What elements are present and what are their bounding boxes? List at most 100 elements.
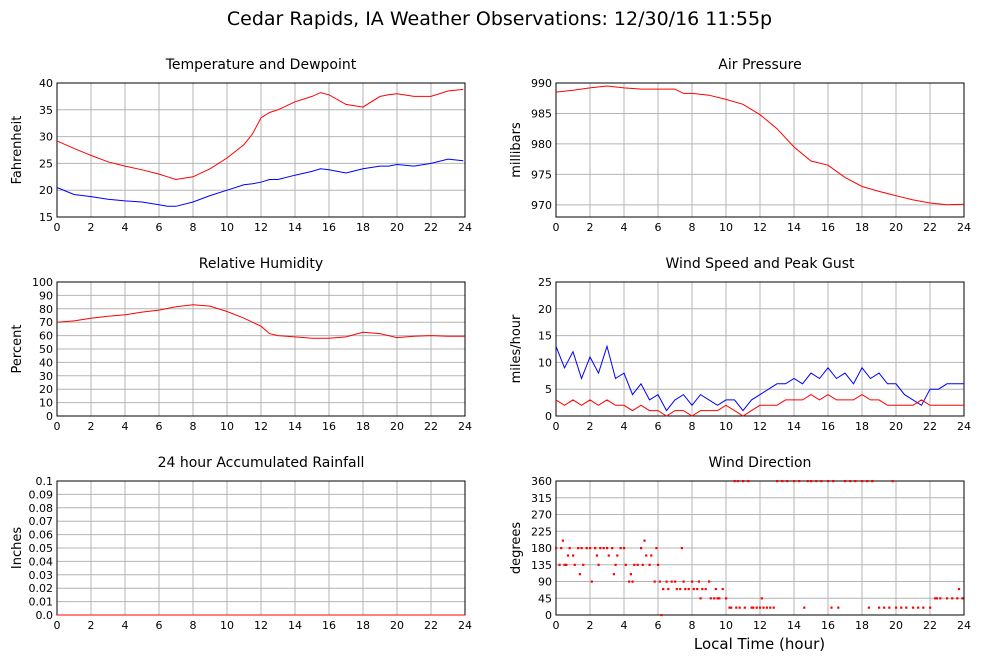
scatter-point [747, 480, 750, 483]
scatter-point [643, 539, 646, 542]
scatter-point [762, 606, 765, 609]
x-tick-label: 4 [122, 619, 129, 632]
x-tick-label: 8 [190, 221, 197, 234]
y-tick-label: 15 [538, 330, 552, 343]
x-tick-label: 24 [957, 420, 971, 433]
scatter-point [786, 480, 789, 483]
x-tick-label: 16 [322, 420, 336, 433]
x-tick-label: 24 [957, 221, 971, 234]
scatter-point [619, 547, 622, 550]
series-line-0 [56, 88, 464, 181]
scatter-point [716, 597, 719, 600]
x-tick-label: 14 [787, 619, 801, 632]
scatter-point [701, 587, 704, 591]
x-tick-label: 8 [190, 619, 197, 632]
scatter-point [798, 480, 801, 483]
scatter-point [691, 580, 694, 583]
series-line-0 [56, 304, 465, 339]
scatter-point [844, 480, 847, 483]
scatter-point [670, 580, 673, 583]
scatter-point [633, 563, 636, 566]
y-axis-label: Fahrenheit [10, 116, 25, 185]
y-tick-label: 100 [32, 276, 53, 289]
y-tick-label: 360 [531, 475, 552, 488]
plot-frame [555, 281, 965, 417]
x-tick-label: 16 [821, 420, 835, 433]
x-tick-label: 18 [855, 221, 869, 234]
x-tick-label: 2 [88, 221, 95, 234]
scatter-point [650, 554, 653, 557]
y-tick-label: 0.06 [29, 529, 54, 542]
x-tick-label: 4 [621, 420, 628, 433]
x-tick-label: 24 [957, 619, 971, 632]
x-tick-label: 0 [553, 420, 560, 433]
x-tick-label: 10 [719, 221, 733, 234]
x-tick-label: 4 [621, 221, 628, 234]
scatter-point [616, 554, 619, 557]
scatter-point [577, 547, 580, 550]
x-tick-label: 8 [689, 420, 696, 433]
scatter-point [594, 547, 597, 550]
scatter-point [599, 547, 602, 550]
x-tick-label: 6 [655, 420, 662, 433]
scatter-point [687, 587, 690, 591]
x-tick-label: 16 [821, 619, 835, 632]
x-tick-label: 22 [923, 221, 937, 234]
x-tick-label: 20 [390, 420, 404, 433]
plot-frame [555, 82, 965, 218]
x-tick-label: 8 [190, 420, 197, 433]
y-tick-label: 40 [39, 356, 53, 369]
y-tick-label: 0.08 [29, 502, 54, 515]
scatter-point [682, 580, 685, 583]
scatter-point [699, 597, 702, 600]
y-tick-label: 10 [39, 397, 53, 410]
x-tick-label: 12 [753, 619, 767, 632]
scatter-point [708, 580, 711, 583]
scatter-point [815, 480, 818, 483]
scatter-point [827, 480, 830, 483]
scatter-point [555, 547, 558, 550]
x-tick-label: 16 [821, 221, 835, 234]
scatter-point [566, 554, 570, 557]
x-tick-label: 4 [621, 619, 628, 632]
scatter-point [888, 606, 891, 609]
chart-title: Relative Humidity [199, 256, 323, 272]
x-tick-label: 0 [553, 619, 560, 632]
scatter-point [713, 597, 716, 600]
series-line-0 [555, 85, 965, 206]
scatter-point [935, 597, 938, 600]
page-title: Cedar Rapids, IA Weather Observations: 1… [226, 8, 773, 30]
chart-title: Wind Direction [709, 455, 812, 471]
series-line-1 [56, 158, 464, 207]
y-tick-label: 970 [531, 199, 552, 212]
scatter-point [718, 597, 721, 600]
scatter-point [830, 606, 833, 609]
x-tick-label: 18 [356, 619, 370, 632]
scatter-point [641, 563, 644, 566]
x-tick-label: 14 [787, 420, 801, 433]
x-tick-label: 14 [288, 221, 302, 234]
scatter-point [667, 587, 670, 591]
chart-title: 24 hour Accumulated Rainfall [158, 455, 365, 471]
scatter-point [563, 563, 566, 566]
scatter-point [684, 587, 687, 591]
scatter-point [648, 563, 651, 566]
scatter-point [568, 547, 571, 550]
x-tick-label: 20 [889, 420, 903, 433]
x-tick-label: 22 [923, 420, 937, 433]
x-tick-label: 0 [54, 420, 61, 433]
scatter-point [692, 587, 695, 591]
x-tick-label: 20 [390, 619, 404, 632]
scatter-point [861, 480, 864, 483]
y-tick-label: 25 [39, 157, 53, 170]
scatter-point [636, 563, 639, 566]
x-tick-label: 12 [254, 420, 268, 433]
scatter-point [832, 480, 835, 483]
scatter-point [891, 480, 894, 483]
y-tick-label: 0.09 [29, 488, 54, 501]
x-tick-label: 8 [689, 619, 696, 632]
scatter-point [752, 606, 755, 609]
y-tick-label: 5 [545, 383, 552, 396]
y-tick-label: 30 [39, 131, 53, 144]
